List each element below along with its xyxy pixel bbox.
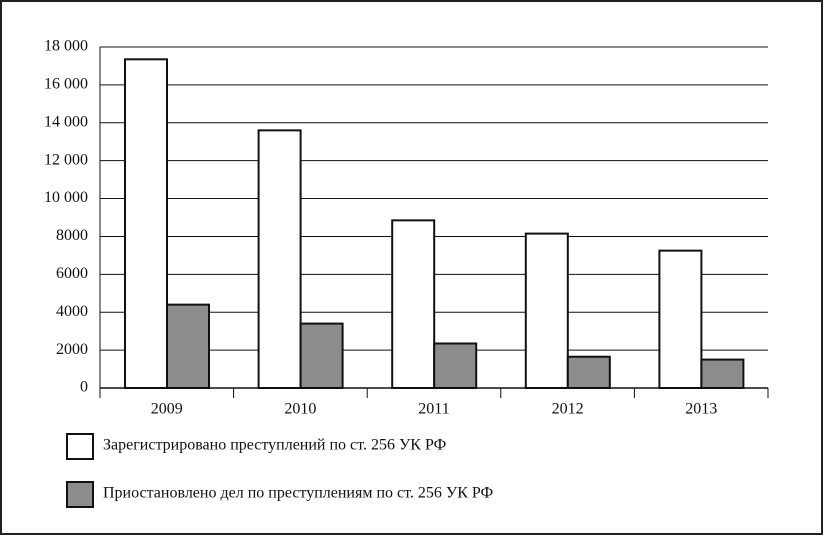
bar <box>566 355 611 390</box>
y-tick-label: 12 000 <box>44 151 88 168</box>
legend-label: Приостановлено дел по преступлениям по с… <box>103 485 493 502</box>
bar <box>299 322 344 390</box>
bar <box>433 342 478 390</box>
y-tick-label: 8000 <box>56 227 88 244</box>
bar <box>257 129 302 389</box>
y-tick-label: 2000 <box>56 341 88 358</box>
y-tick-label: 18 000 <box>44 38 88 55</box>
bar <box>700 358 745 390</box>
bar <box>166 303 210 389</box>
x-tick-label: 2013 <box>685 401 717 418</box>
x-tick-label: 2009 <box>151 401 183 418</box>
y-tick-label: 10 000 <box>44 189 88 206</box>
x-tick-label: 2010 <box>284 401 316 418</box>
bar <box>124 58 168 389</box>
y-tick-label: 6000 <box>56 265 88 282</box>
legend-swatch <box>66 481 94 508</box>
bar <box>391 219 436 389</box>
y-tick-label: 4000 <box>56 303 88 320</box>
y-tick-label: 16 000 <box>44 76 88 93</box>
legend-swatch <box>66 433 94 460</box>
legend-label: Зарегистрировано преступлений по ст. 256… <box>103 437 446 454</box>
y-tick-label: 0 <box>80 379 88 396</box>
y-tick-label: 14 000 <box>44 113 88 130</box>
x-tick-label: 2011 <box>418 401 449 418</box>
bar <box>658 249 703 389</box>
x-tick-label: 2012 <box>552 401 584 418</box>
bar <box>524 232 569 389</box>
